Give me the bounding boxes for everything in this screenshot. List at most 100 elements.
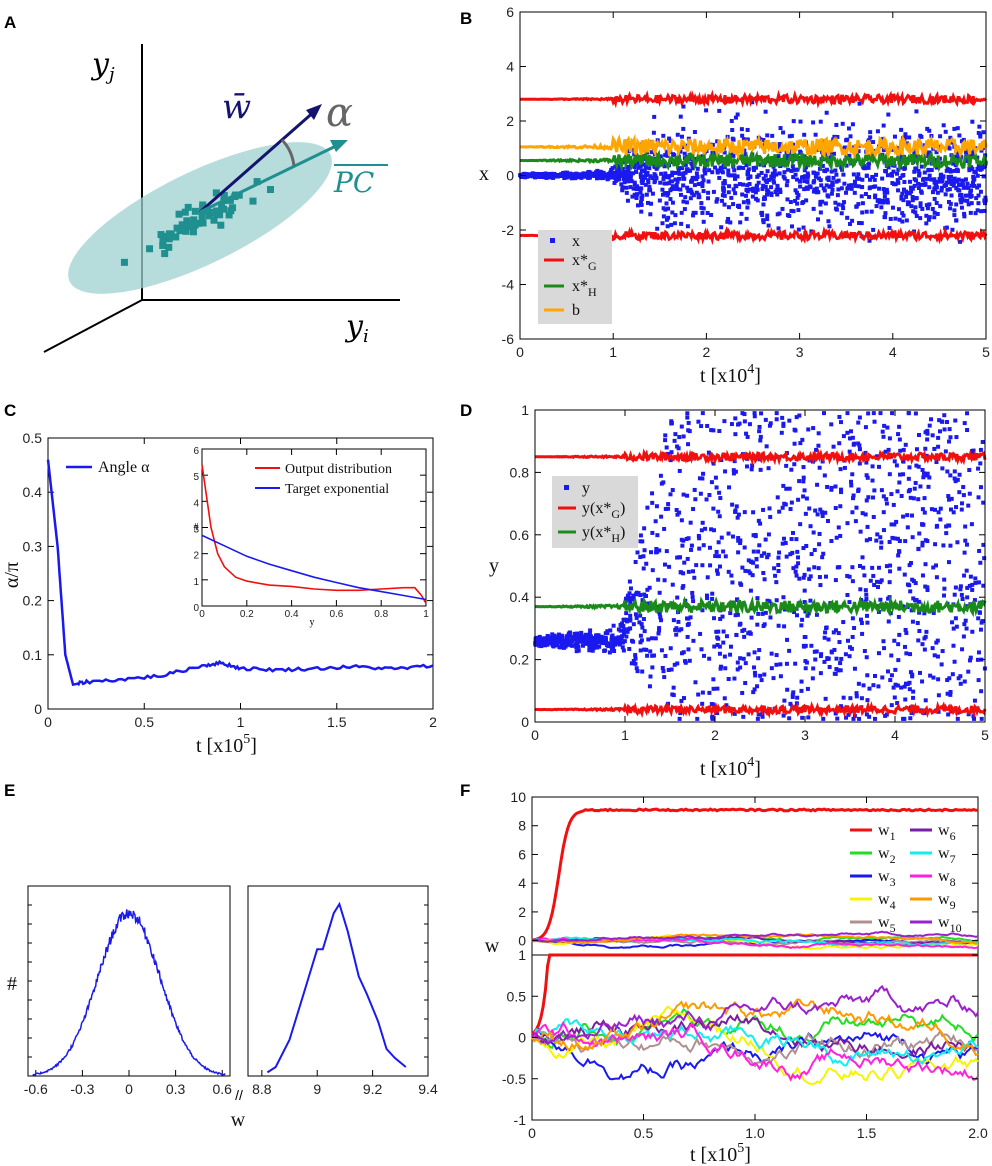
point-x: [854, 204, 859, 209]
point-y: [802, 600, 807, 605]
point-x: [734, 184, 739, 189]
point-y: [715, 571, 720, 576]
x-tick-label: 3: [801, 727, 809, 743]
point-y: [678, 570, 683, 575]
point-x: [914, 213, 919, 218]
point-y: [982, 556, 987, 561]
point-x: [962, 214, 967, 219]
point-y: [896, 614, 901, 619]
point-y: [851, 716, 856, 721]
point-y: [774, 580, 779, 585]
point-x: [947, 146, 952, 151]
point-y: [657, 590, 662, 595]
point-y: [898, 472, 903, 477]
point-x: [959, 200, 964, 205]
point-y: [682, 696, 687, 701]
point-x: [881, 187, 886, 192]
point-y: [674, 507, 679, 512]
point-x: [811, 170, 816, 175]
point-y: [850, 579, 855, 584]
x-tick-label: 0: [531, 727, 539, 743]
point-y: [549, 635, 554, 640]
point-y: [767, 423, 772, 428]
point-x: [643, 182, 648, 187]
point-y: [954, 435, 959, 440]
point-y: [628, 586, 633, 591]
point-y: [938, 506, 943, 511]
point-x: [935, 211, 940, 216]
point-y: [886, 447, 891, 452]
point-y: [711, 428, 716, 433]
point-x: [835, 134, 840, 139]
point-y: [545, 642, 550, 647]
point-y: [903, 644, 908, 649]
point-x: [772, 168, 777, 173]
point-y: [582, 634, 587, 639]
point-y: [780, 415, 785, 420]
point-y: [733, 416, 738, 421]
point-y: [622, 627, 627, 632]
point-y: [717, 490, 722, 495]
point-y: [874, 538, 879, 543]
point-x: [733, 176, 738, 181]
point-y: [754, 557, 759, 562]
point-y: [852, 625, 857, 630]
point-y: [625, 593, 630, 598]
point-y: [752, 670, 757, 675]
point-y: [925, 587, 930, 592]
point-y: [892, 695, 897, 700]
point-x: [745, 198, 750, 203]
point-y: [667, 564, 672, 569]
point-y: [751, 560, 756, 565]
point-y: [908, 652, 913, 657]
point-y: [627, 579, 632, 584]
point-y: [782, 624, 787, 629]
point-x: [652, 180, 657, 185]
point-y: [602, 648, 607, 653]
data-point: [159, 237, 167, 245]
point-y: [793, 569, 798, 574]
point-y: [735, 612, 740, 617]
point-y: [813, 657, 818, 662]
point-x: [802, 132, 807, 137]
point-x: [816, 217, 821, 222]
point-y: [784, 554, 789, 559]
point-y: [704, 593, 709, 598]
point-y: [947, 497, 952, 502]
point-x: [902, 180, 907, 185]
point-x: [666, 206, 671, 211]
point-x: [609, 167, 614, 172]
point-x: [676, 166, 681, 171]
y-tick-label: 0: [518, 933, 526, 949]
point-x: [621, 160, 626, 165]
point-y: [626, 627, 631, 632]
point-x: [979, 148, 984, 153]
point-x: [836, 178, 841, 183]
point-x: [747, 182, 752, 187]
point-x: [864, 209, 869, 214]
point-y: [953, 418, 958, 423]
point-y: [785, 637, 790, 642]
point-y: [757, 648, 762, 653]
y-tick-label: 0.8: [510, 464, 530, 480]
point-x: [683, 170, 688, 175]
point-y: [831, 630, 836, 635]
point-x: [632, 164, 637, 169]
point-y: [789, 467, 794, 472]
point-x: [818, 119, 823, 124]
point-x: [630, 194, 635, 199]
point-y: [861, 565, 866, 570]
point-x: [645, 200, 650, 205]
point-y: [580, 643, 585, 648]
point-x: [677, 171, 682, 176]
point-x: [699, 201, 704, 206]
y-tick-label: -6: [502, 331, 515, 347]
point-y: [726, 676, 731, 681]
point-y: [968, 655, 973, 660]
point-y: [558, 645, 563, 650]
point-y: [957, 490, 962, 495]
point-y: [806, 567, 811, 572]
point-y: [670, 582, 675, 587]
point-x: [638, 200, 643, 205]
point-y: [716, 540, 721, 545]
